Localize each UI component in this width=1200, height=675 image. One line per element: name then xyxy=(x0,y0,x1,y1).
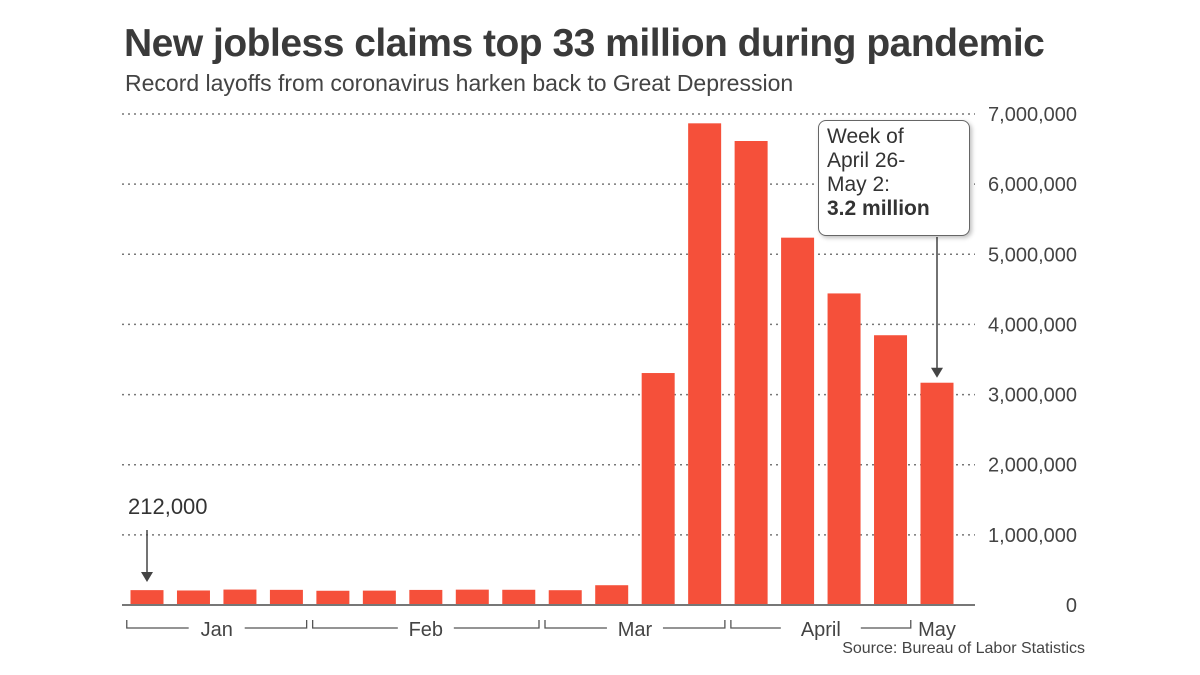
bar xyxy=(455,589,489,605)
y-tick-label: 4,000,000 xyxy=(988,314,1077,336)
annotation-first-value: 212,000 xyxy=(128,494,208,519)
month-bracket xyxy=(311,620,540,629)
bar xyxy=(595,585,629,605)
bar xyxy=(130,590,164,605)
annotation-value: 3.2 million xyxy=(827,197,930,220)
month-bracket xyxy=(730,620,912,629)
arrow-first-head xyxy=(141,572,153,582)
bar xyxy=(269,589,303,605)
month-bracket xyxy=(544,620,726,629)
y-tick-label: 7,000,000 xyxy=(988,104,1077,126)
bar xyxy=(316,590,350,605)
y-tick-label: 5,000,000 xyxy=(988,244,1077,266)
y-tick-label: 0 xyxy=(1066,595,1077,617)
bar xyxy=(874,335,908,605)
month-bracket xyxy=(126,620,308,629)
bar xyxy=(548,590,582,605)
y-tick-label: 6,000,000 xyxy=(988,174,1077,196)
annotation-callout: Week of April 26- May 2: 3.2 million xyxy=(818,120,970,236)
bar xyxy=(641,373,675,605)
chart-subtitle: Record layoffs from coronavirus harken b… xyxy=(125,70,794,96)
bar xyxy=(176,590,210,605)
bar xyxy=(827,293,861,605)
x-month-label: May xyxy=(918,619,956,641)
bar xyxy=(734,141,768,605)
x-month-label: April xyxy=(801,619,841,641)
bar xyxy=(223,589,257,605)
bar xyxy=(409,589,443,605)
bar xyxy=(920,382,954,605)
bar xyxy=(781,237,815,605)
source-note: Source: Bureau of Labor Statistics xyxy=(842,640,1085,657)
x-month-label: Feb xyxy=(409,619,443,641)
x-month-label: Jan xyxy=(201,619,233,641)
bar xyxy=(502,589,536,605)
y-tick-label: 2,000,000 xyxy=(988,455,1077,477)
annotation-line: Week of xyxy=(827,125,904,148)
bar xyxy=(688,123,722,605)
arrow-last-head xyxy=(931,367,943,378)
bar xyxy=(362,590,396,605)
y-tick-label: 1,000,000 xyxy=(988,525,1077,547)
chart-title: New jobless claims top 33 million during… xyxy=(124,22,1045,65)
x-month-label: Mar xyxy=(618,619,653,641)
annotation-line: April 26- xyxy=(827,149,906,172)
y-tick-label: 3,000,000 xyxy=(988,385,1077,407)
annotation-line: May 2: xyxy=(827,173,891,196)
